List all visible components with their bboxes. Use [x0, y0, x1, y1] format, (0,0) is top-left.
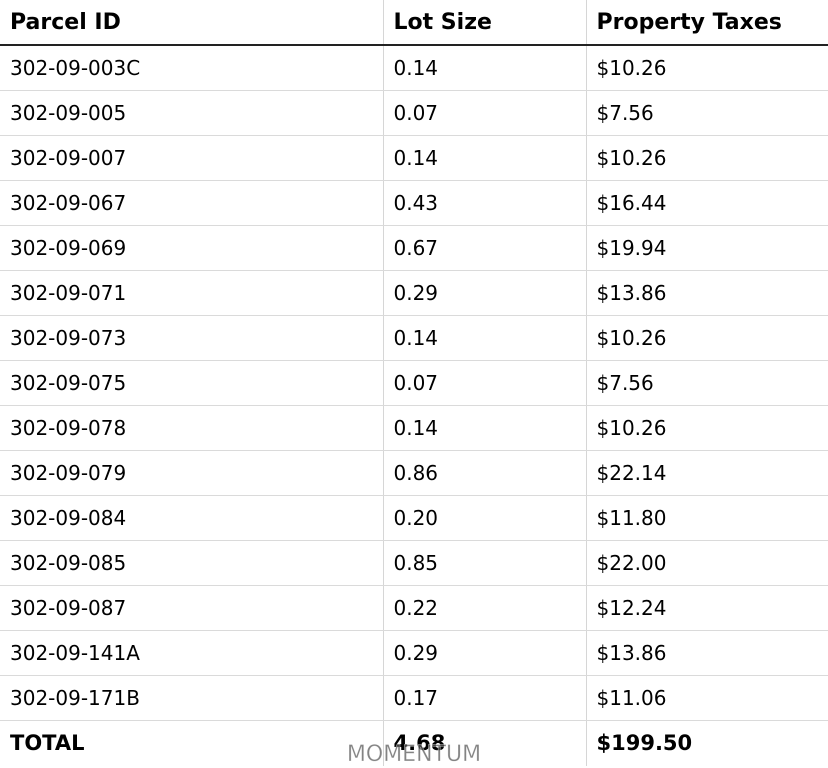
total-label: TOTAL — [10, 731, 85, 756]
table-row: 302-09-087 0.22 $12.24 — [0, 585, 828, 631]
lot-size-cell: 0.14 — [382, 45, 586, 91]
table-row: 302-09-067 0.43 $16.44 — [0, 180, 828, 226]
total-row: TOTAL 4.68 $199.50 — [0, 720, 828, 766]
table-row: 302-09-005 0.07 $7.56 — [0, 90, 828, 136]
total-property-taxes: $199.50 — [585, 720, 828, 766]
property-taxes-cell: $7.56 — [585, 360, 828, 406]
parcel-id-cell: 302-09-084 — [0, 495, 383, 541]
table-row: 302-09-069 0.67 $19.94 — [0, 225, 828, 271]
property-taxes-cell: $11.80 — [585, 495, 828, 541]
parcel-id-cell: 302-09-079 — [0, 450, 383, 496]
parcel-id-cell: 302-09-007 — [0, 135, 383, 181]
table-row: 302-09-078 0.14 $10.26 — [0, 405, 828, 451]
lot-size-cell: 0.14 — [382, 405, 586, 451]
lot-size-cell: 0.67 — [382, 225, 586, 271]
table-row: 302-09-007 0.14 $10.26 — [0, 135, 828, 181]
property-taxes-cell: $12.24 — [585, 585, 828, 631]
lot-size-cell: 0.85 — [382, 540, 586, 586]
property-taxes-cell: $19.94 — [585, 225, 828, 271]
parcel-id-cell: 302-09-005 — [0, 90, 383, 136]
total-lot-size: 4.68 — [382, 720, 586, 766]
parcel-id-cell: 302-09-141A — [0, 630, 383, 676]
header-lot-size: Lot Size — [382, 0, 586, 46]
property-taxes-cell: $10.26 — [585, 315, 828, 361]
parcel-id-cell: 302-09-071 — [0, 270, 383, 316]
parcel-id-cell: 302-09-069 — [0, 225, 383, 271]
lot-size-cell: 0.86 — [382, 450, 586, 496]
table-row: 302-09-071 0.29 $13.86 — [0, 270, 828, 316]
parcel-id-cell: 302-09-075 — [0, 360, 383, 406]
property-taxes-cell: $10.26 — [585, 405, 828, 451]
parcel-id-cell: 302-09-085 — [0, 540, 383, 586]
parcel-id-cell: 302-09-003C — [0, 45, 383, 91]
table-row: 302-09-171B 0.17 $11.06 — [0, 675, 828, 721]
lot-size-cell: 0.14 — [382, 315, 586, 361]
property-taxes-cell: $10.26 — [585, 135, 828, 181]
lot-size-cell: 0.17 — [382, 675, 586, 721]
table-row: 302-09-085 0.85 $22.00 — [0, 540, 828, 586]
property-taxes-cell: $13.86 — [585, 630, 828, 676]
lot-size-cell: 0.20 — [382, 495, 586, 541]
lot-size-cell: 0.29 — [382, 630, 586, 676]
table-row: 302-09-084 0.20 $11.80 — [0, 495, 828, 541]
property-taxes-cell: $22.00 — [585, 540, 828, 586]
parcel-id-cell: 302-09-078 — [0, 405, 383, 451]
parcel-id-cell: 302-09-087 — [0, 585, 383, 631]
table-header-row: Parcel ID Lot Size Property Taxes — [0, 0, 828, 46]
lot-size-cell: 0.22 — [382, 585, 586, 631]
header-parcel-id: Parcel ID — [0, 0, 383, 46]
lot-size-cell: 0.14 — [382, 135, 586, 181]
table-row: 302-09-141A 0.29 $13.86 — [0, 630, 828, 676]
lot-size-cell: 0.07 — [382, 360, 586, 406]
property-taxes-cell: $16.44 — [585, 180, 828, 226]
table-row: 302-09-003C 0.14 $10.26 — [0, 45, 828, 91]
parcel-id-cell: 302-09-073 — [0, 315, 383, 361]
parcel-id-cell: 302-09-171B — [0, 675, 383, 721]
property-taxes-cell: $7.56 — [585, 90, 828, 136]
lot-size-cell: 0.07 — [382, 90, 586, 136]
property-taxes-cell: $22.14 — [585, 450, 828, 496]
property-taxes-cell: $11.06 — [585, 675, 828, 721]
table-row: 302-09-073 0.14 $10.26 — [0, 315, 828, 361]
header-property-taxes: Property Taxes — [585, 0, 828, 46]
table-row: 302-09-079 0.86 $22.14 — [0, 450, 828, 496]
lot-size-cell: 0.29 — [382, 270, 586, 316]
property-taxes-cell: $10.26 — [585, 45, 828, 91]
table-row: 302-09-075 0.07 $7.56 — [0, 360, 828, 406]
lot-size-cell: 0.43 — [382, 180, 586, 226]
parcel-id-cell: 302-09-067 — [0, 180, 383, 226]
property-taxes-cell: $13.86 — [585, 270, 828, 316]
